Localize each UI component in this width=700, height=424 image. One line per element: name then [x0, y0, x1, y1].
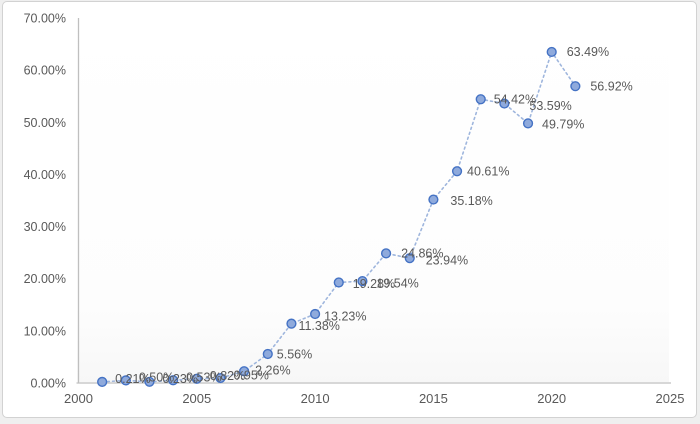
- data-point-label: 63.49%: [567, 45, 609, 59]
- data-point: [499, 98, 510, 109]
- chart-frame: 70.00% 60.00% 50.00% 40.00% 30.00% 20.00% 10.0…: [2, 1, 697, 418]
- data-point-label: 13.23%: [324, 309, 366, 323]
- data-point-label: 19.54%: [376, 276, 418, 290]
- data-point: [404, 253, 415, 264]
- data-point-label: 56.92%: [590, 80, 632, 94]
- y-axis-tick-label: 0.00%: [31, 377, 66, 391]
- data-point: [168, 375, 179, 386]
- data-point-label: 11.38%: [298, 319, 339, 333]
- data-point-label: 0.95%: [233, 368, 268, 382]
- data-point: [475, 94, 486, 105]
- y-axis-tick-label: 70.00%: [24, 12, 66, 26]
- data-point-label: 0.23%: [162, 372, 197, 386]
- scatter-chart: 70.00% 60.00% 50.00% 40.00% 30.00% 20.00% 10.0…: [24, 12, 685, 407]
- data-point-label: 19.28%: [353, 277, 395, 291]
- data-point-label: 53.59%: [529, 99, 571, 113]
- y-axis-tick-label: 60.00%: [24, 64, 66, 78]
- data-point-label: 0.50%: [139, 371, 174, 385]
- data-point: [546, 46, 557, 58]
- data-point-label: 23.94%: [426, 253, 468, 267]
- y-axis-tick-label: 50.00%: [24, 116, 66, 130]
- data-point-label: 0.82%: [210, 369, 245, 383]
- data-point-label: 0.53%: [186, 371, 221, 385]
- data-point: [262, 348, 273, 360]
- data-point-label: 24.86%: [401, 247, 443, 261]
- plot-area: [77, 16, 669, 382]
- data-point: [380, 248, 392, 259]
- data-point: [97, 376, 108, 388]
- x-axis-tick-label: 2010: [301, 391, 330, 406]
- data-point-label: 2.26%: [255, 364, 290, 378]
- x-axis-tick-label: 2000: [64, 391, 93, 406]
- data-point-label: 54.42%: [494, 93, 536, 107]
- x-axis-tick-label: 2025: [656, 391, 685, 406]
- data-point: [286, 318, 297, 329]
- y-axis-tick-label: 20.00%: [24, 272, 66, 286]
- x-axis-tick-label: 2005: [182, 391, 211, 406]
- data-point: [428, 194, 439, 205]
- y-axis-tick-label: 30.00%: [24, 220, 66, 234]
- data-point: [144, 376, 155, 387]
- data-point-label: 0.21%: [115, 372, 150, 386]
- y-axis-tick-label: 10.00%: [24, 324, 66, 338]
- data-point-label: 5.56%: [277, 347, 312, 361]
- y-axis-tick-label: 40.00%: [24, 168, 66, 182]
- data-point: [522, 118, 534, 129]
- data-point-label: 35.18%: [450, 194, 492, 208]
- data-point: [570, 81, 581, 92]
- data-point-label: 40.61%: [467, 165, 509, 179]
- data-point: [451, 166, 463, 177]
- data-point: [357, 276, 368, 287]
- data-point: [215, 372, 226, 384]
- x-axis-tick-label: 2015: [419, 391, 448, 406]
- data-point: [120, 375, 131, 386]
- x-axis-tick-label: 2020: [537, 391, 566, 406]
- data-point: [191, 373, 202, 384]
- data-point: [333, 277, 344, 288]
- data-point: [310, 308, 321, 320]
- data-point: [239, 366, 250, 377]
- data-point-label: 49.79%: [542, 118, 584, 132]
